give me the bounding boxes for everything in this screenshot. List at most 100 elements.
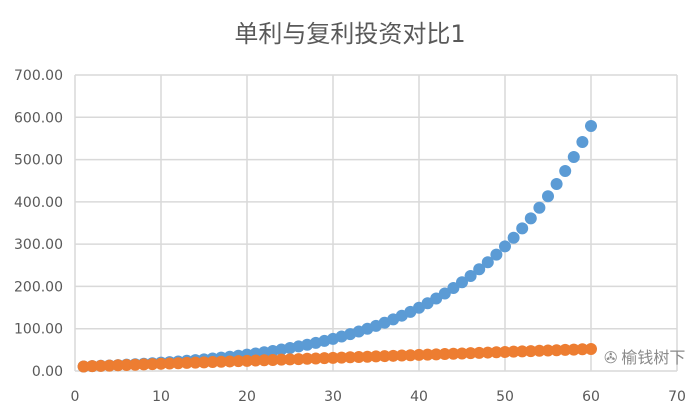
series-0-point: [507, 231, 520, 244]
series-1-point: [490, 346, 503, 359]
series-1-point: [533, 344, 546, 357]
series-1-point: [567, 343, 580, 356]
y-tick-label: 500.00: [14, 153, 63, 169]
series-1-point: [473, 346, 486, 359]
x-tick-label: 30: [324, 389, 342, 405]
series-1-point: [120, 358, 133, 371]
y-tick-label: 0.00: [32, 364, 63, 380]
series-0-point: [585, 119, 597, 132]
series-1-point: [258, 354, 271, 367]
series-1-point: [180, 356, 193, 369]
series-1-point: [163, 357, 176, 370]
series-0-point: [516, 222, 529, 235]
series-1-point: [275, 353, 288, 366]
series-1-point: [413, 348, 425, 361]
series-1-point: [378, 350, 391, 363]
series-1-point: [438, 348, 451, 361]
series-0-point: [490, 248, 503, 261]
series-1-point: [155, 357, 167, 370]
series-0-point: [464, 269, 477, 282]
series-1-point: [129, 358, 142, 371]
series-0-point: [533, 201, 546, 214]
series-1-point: [189, 356, 202, 369]
x-tick-label: 0: [71, 389, 80, 405]
series-1-point: [395, 349, 408, 362]
series-0-point: [438, 287, 451, 300]
series-1-point: [77, 360, 90, 373]
x-tick-label: 50: [496, 389, 514, 405]
series-1-point: [198, 356, 210, 369]
watermark: ✇ 榆钱树下: [604, 348, 685, 367]
y-tick-label: 300.00: [14, 237, 63, 253]
chart-title: 单利与复利投资对比1: [234, 20, 466, 48]
series-1-point: [215, 355, 228, 368]
y-tick-label: 700.00: [14, 68, 63, 84]
series-1-point: [464, 347, 477, 360]
series-1-point: [585, 343, 597, 356]
series-1-point: [223, 355, 236, 368]
y-tick-label: 400.00: [14, 195, 63, 211]
series-1-point: [559, 343, 572, 356]
series-1-point: [516, 345, 529, 358]
series-1-point: [361, 350, 374, 363]
series-1-point: [507, 345, 520, 358]
series-1-point: [352, 351, 365, 364]
series-1-point: [241, 354, 253, 367]
series-0-point: [524, 212, 537, 225]
series-1-point: [318, 352, 331, 365]
series-1-point: [103, 359, 116, 372]
series-1-point: [284, 353, 296, 366]
series-0-point: [473, 263, 486, 276]
series-1-point: [499, 345, 511, 358]
series-1-point: [94, 359, 107, 372]
series-1-point: [249, 354, 262, 367]
y-tick-label: 200.00: [14, 279, 63, 295]
series-0-point: [567, 150, 580, 163]
series-1-point: [542, 344, 554, 357]
series-1-point: [137, 358, 150, 371]
series-0-point: [576, 135, 589, 148]
series-0-point: [447, 281, 460, 294]
series-0-point: [559, 164, 572, 177]
series-1-point: [266, 353, 279, 366]
series-1-point: [370, 350, 382, 363]
y-tick-label: 600.00: [14, 110, 63, 126]
series-1-point: [481, 346, 494, 359]
series-1-point: [172, 357, 185, 370]
series-1-point: [232, 355, 245, 368]
series-1-point: [327, 351, 339, 364]
series-0-point: [456, 276, 468, 289]
series-1-point: [421, 348, 434, 361]
series-0-point: [499, 240, 511, 253]
watermark-text: 榆钱树下: [621, 348, 686, 367]
x-tick-label: 40: [410, 389, 428, 405]
series-0-point: [542, 190, 554, 203]
series-1-point: [550, 344, 563, 357]
series-1-point: [524, 345, 537, 358]
x-tick-label: 20: [238, 389, 256, 405]
x-tick-label: 70: [668, 389, 686, 405]
series-0-point: [550, 178, 563, 191]
series-1-point: [309, 352, 322, 365]
series-1-point: [344, 351, 357, 364]
series-1-point: [456, 347, 468, 360]
wechat-icon: ✇: [604, 348, 618, 367]
series-1-point: [301, 352, 314, 365]
series-1-point: [206, 356, 219, 369]
x-tick-label: 60: [582, 389, 600, 405]
series-1-point: [576, 343, 589, 356]
series-1-point: [387, 349, 400, 362]
x-tick-label: 10: [152, 389, 170, 405]
series-1-point: [430, 348, 443, 361]
series-1-point: [335, 351, 348, 364]
series-1-point: [86, 360, 99, 373]
series-1-point: [292, 353, 305, 366]
series-1-point: [112, 359, 124, 372]
series-1-point: [404, 349, 417, 362]
y-tick-label: 100.00: [14, 322, 63, 338]
series-1-point: [447, 347, 460, 360]
series-1-point: [146, 358, 159, 371]
series-0-point: [481, 256, 494, 269]
